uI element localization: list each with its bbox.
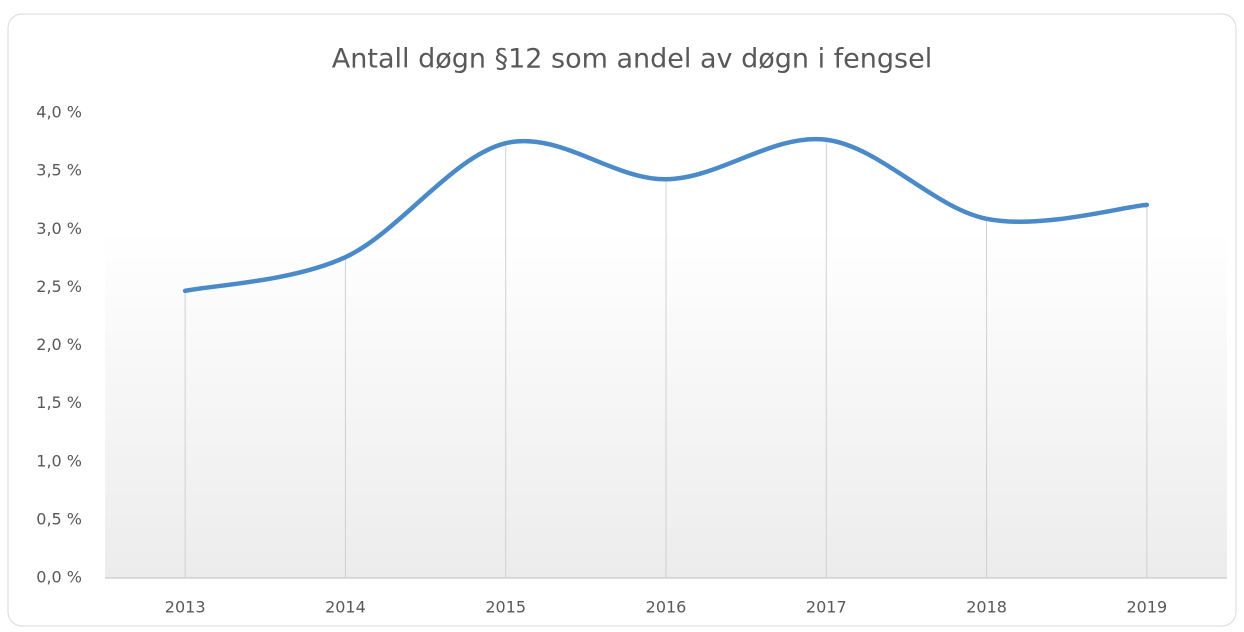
y-tick-label: 2,5 %: [36, 277, 82, 296]
x-tick-label: 2013: [165, 598, 206, 617]
y-tick-label: 2,0 %: [36, 335, 82, 354]
y-tick-label: 1,5 %: [36, 393, 82, 412]
y-tick-label: 0,0 %: [36, 568, 82, 587]
y-tick-label: 3,0 %: [36, 219, 82, 238]
line: [182, 136, 1150, 294]
x-tick-label: 2017: [806, 598, 847, 617]
x-tick-label: 2019: [1126, 598, 1167, 617]
x-tick-label: 2016: [646, 598, 687, 617]
chart-title: Antall døgn §12 som andel av døgn i feng…: [332, 44, 932, 75]
x-tick-label: 2014: [325, 598, 366, 617]
y-tick-label: 4,0 %: [36, 103, 82, 122]
x-tick-label: 2018: [966, 598, 1007, 617]
y-tick-label: 0,5 %: [36, 509, 82, 528]
y-tick-label: 1,0 %: [36, 451, 82, 470]
y-tick-label: 3,5 %: [36, 161, 82, 180]
x-tick-label: 2015: [485, 598, 526, 617]
